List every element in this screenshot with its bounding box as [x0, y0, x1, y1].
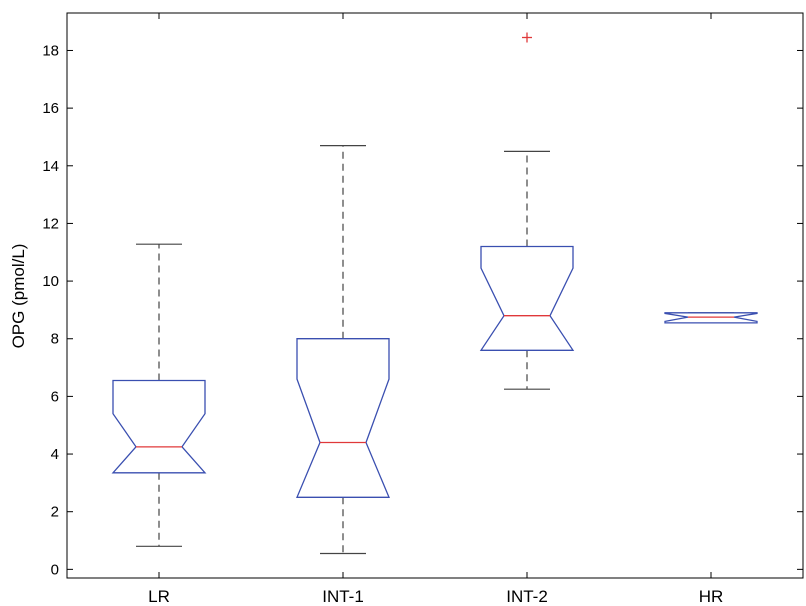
box-hr: [664, 312, 758, 324]
y-tick-label: 12: [42, 215, 59, 232]
plot-area: [66, 12, 804, 579]
y-tick-label: 0: [51, 561, 59, 578]
notched-box: [111, 379, 207, 474]
notched-box: [296, 338, 390, 498]
x-tick-label: LR: [148, 587, 170, 606]
x-tick-label: HR: [699, 587, 724, 606]
y-tick-label: 6: [51, 388, 59, 405]
y-tick-label: 2: [51, 504, 59, 521]
y-tick-label: 18: [42, 42, 59, 59]
y-axis: 0 2 4 6 8 10 12 14 16 18: [42, 42, 803, 578]
x-tick-label: INT-2: [506, 587, 548, 606]
x-axis: LR INT-1 INT-2 HR: [148, 13, 723, 606]
box-int-2: [479, 32, 575, 390]
notched-box: [664, 312, 758, 324]
box-lr: [111, 243, 207, 547]
y-tick-label: 4: [51, 446, 59, 463]
notched-box: [479, 245, 575, 351]
y-axis-label: OPG (pmol/L): [9, 244, 28, 349]
y-tick-label: 8: [51, 331, 59, 348]
box-int-1: [296, 145, 390, 555]
x-tick-label: INT-1: [322, 587, 364, 606]
y-tick-label: 14: [42, 158, 59, 175]
y-tick-label: 16: [42, 100, 59, 117]
outlier-point: [522, 32, 532, 43]
box-group: [111, 32, 758, 555]
y-tick-label: 10: [42, 273, 59, 290]
